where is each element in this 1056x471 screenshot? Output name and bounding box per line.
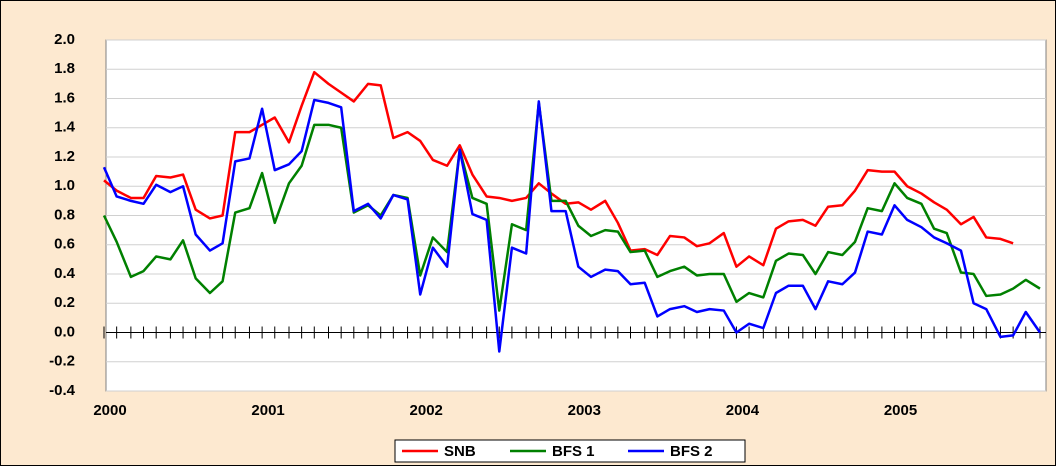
x-tick-label: 2002 — [410, 402, 443, 419]
y-tick-label: 2.0 — [54, 31, 75, 48]
y-tick-label: 0.0 — [54, 323, 75, 340]
y-tick-label: -0.4 — [49, 382, 76, 399]
y-tick-label: 1.6 — [54, 89, 75, 106]
x-tick-label: 2001 — [251, 402, 284, 419]
y-tick-label: 0.2 — [54, 294, 75, 311]
series-line — [102, 101, 1041, 312]
x-tick-label: 2003 — [568, 402, 601, 419]
y-tick-label: 1.8 — [54, 60, 75, 77]
legend-label: BFS 2 — [670, 443, 713, 460]
x-tick-label: 2004 — [726, 402, 760, 419]
y-tick-label: 0.8 — [54, 206, 75, 223]
y-tick-label: 1.4 — [54, 119, 76, 136]
y-tick-label: 0.4 — [54, 265, 76, 282]
series-line — [102, 98, 1042, 353]
series-line — [103, 70, 1014, 268]
y-tick-label: 1.0 — [54, 177, 75, 194]
x-tick-label: 2005 — [884, 402, 917, 419]
legend-box — [394, 439, 746, 463]
legend-label: SNB — [444, 443, 476, 460]
y-tick-label: 0.6 — [54, 236, 75, 253]
y-tick-label: -0.2 — [49, 353, 75, 370]
y-tick-label: 1.2 — [54, 148, 75, 165]
legend-label: BFS 1 — [552, 443, 595, 460]
x-tick-label: 2000 — [93, 402, 126, 419]
